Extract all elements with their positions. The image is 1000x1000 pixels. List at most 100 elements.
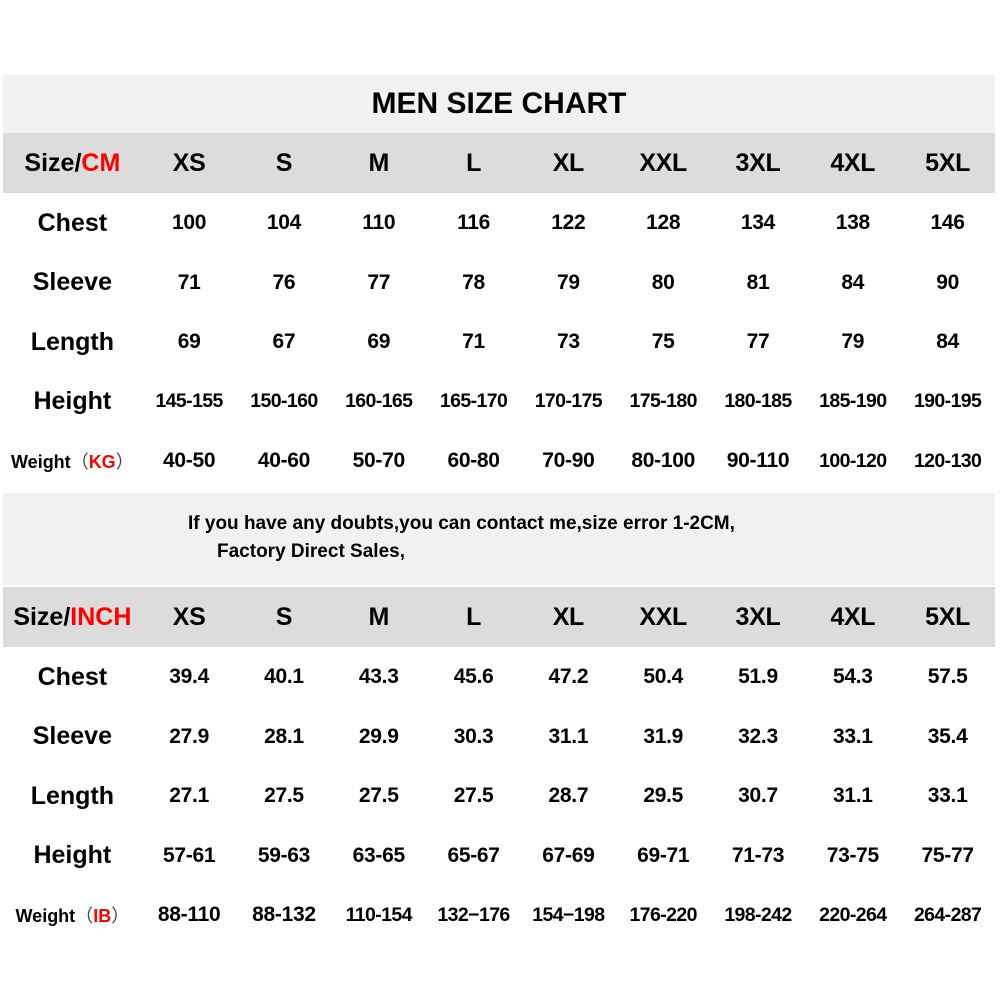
table-cell: 80 bbox=[651, 270, 675, 294]
row-label-text: Chest bbox=[37, 662, 108, 691]
table-cell: 67-69 bbox=[542, 843, 595, 867]
table-cell: 54.3 bbox=[832, 665, 873, 688]
table-cell: 65-67 bbox=[447, 843, 500, 867]
row-label-text: Weight bbox=[11, 452, 71, 473]
size-header-xs: XS bbox=[172, 602, 206, 631]
size-header-4xl: 4XL bbox=[830, 602, 876, 631]
table-cell: 67 bbox=[272, 330, 296, 354]
table-row-height: Height 145-155 150-160 160-165 165-170 170-17… bbox=[3, 372, 995, 432]
table-cell: 63-65 bbox=[352, 843, 406, 867]
size-header-5xl: 5XL bbox=[925, 602, 971, 631]
table-cell: 31.1 bbox=[548, 724, 589, 748]
table-cell: 71-73 bbox=[731, 843, 785, 867]
table-cell: 59-63 bbox=[257, 843, 311, 867]
table-cell: 27.5 bbox=[453, 784, 494, 808]
table-cell: 180-185 bbox=[724, 390, 792, 413]
table-cell: 51.9 bbox=[738, 665, 778, 688]
table-cell: 190-195 bbox=[913, 390, 982, 413]
table-row-length: Length 27.1 27.5 27.5 27.5 28.7 29.5 30.7 31.1 33… bbox=[3, 766, 995, 826]
table-cell: 77 bbox=[367, 270, 391, 294]
table-cell: 28.7 bbox=[548, 784, 589, 808]
note-line-1: If you have any doubts,you can contact m… bbox=[188, 513, 735, 534]
table-cell: 69-71 bbox=[637, 843, 690, 867]
table-row-sleeve: Sleeve 71 76 77 78 79 80 81 84 90 bbox=[3, 253, 995, 313]
table-cell: 45.6 bbox=[453, 665, 494, 688]
paren-close: ） bbox=[111, 906, 130, 927]
table-cell: 73-75 bbox=[826, 843, 880, 867]
table-cell: 104 bbox=[266, 211, 301, 234]
table-cell: 69 bbox=[367, 330, 391, 354]
table-cell: 28.1 bbox=[264, 724, 304, 748]
table-cell: 176-220 bbox=[629, 903, 698, 926]
table-row-weight: Weight（KG） 40-50 40-60 50-70 60-80 70-90 80-10… bbox=[3, 431, 995, 491]
table-cell: 122 bbox=[551, 211, 586, 234]
table-cell: 57-61 bbox=[163, 843, 216, 867]
size-header-xl: XL bbox=[552, 602, 585, 631]
row-label-text: Height bbox=[33, 841, 112, 870]
table-cell: 29.9 bbox=[358, 724, 399, 748]
row-label: Length bbox=[3, 782, 142, 811]
paren-close: ） bbox=[115, 452, 134, 473]
table-cell: 185-190 bbox=[819, 390, 887, 413]
row-label: Length bbox=[3, 328, 142, 357]
table-cell: 170-175 bbox=[534, 390, 603, 413]
header-row: Size/INCH XS S M L XL XXL 3XL 4XL 5XL bbox=[3, 587, 995, 647]
table-cell: 175-180 bbox=[629, 390, 698, 413]
table-cell: 154−198 bbox=[532, 903, 605, 926]
row-label: Weight（IB） bbox=[3, 902, 142, 928]
table-cell: 110 bbox=[362, 211, 396, 234]
table-cell: 27.5 bbox=[358, 784, 399, 808]
table-cell: 31.1 bbox=[832, 784, 873, 808]
table-cell: 40-60 bbox=[257, 449, 311, 473]
table-cell: 100 bbox=[172, 211, 207, 234]
table-cell: 100-120 bbox=[819, 449, 887, 472]
table-cell: 29.5 bbox=[643, 784, 684, 808]
table-cell: 40-50 bbox=[163, 449, 216, 473]
table-row-chest: Chest 39.4 40.1 43.3 45.6 47.2 50.4 51.9 54.3 57.… bbox=[3, 647, 995, 707]
size-unit-header: Size/INCH bbox=[3, 603, 142, 632]
table-cell: 264-287 bbox=[913, 903, 982, 926]
size-header-l: L bbox=[466, 602, 482, 631]
size-unit-header: Size/CM bbox=[3, 149, 142, 178]
size-header-xl: XL bbox=[552, 148, 585, 177]
table-cell: 47.2 bbox=[548, 665, 589, 688]
table-cell: 79 bbox=[841, 330, 865, 354]
table-cell: 165-170 bbox=[439, 390, 508, 413]
table-cell: 75-77 bbox=[921, 843, 975, 867]
table-cell: 50-70 bbox=[352, 449, 406, 473]
table-cell: 134 bbox=[740, 211, 776, 234]
unit-label: INCH bbox=[70, 602, 132, 631]
row-label-text: Length bbox=[30, 781, 115, 810]
weight-unit: KG bbox=[88, 452, 116, 473]
table-cell: 30.3 bbox=[453, 724, 494, 748]
table-cell: 43.3 bbox=[358, 665, 399, 688]
size-header-3xl: 3XL bbox=[735, 602, 781, 631]
table-cell: 88-132 bbox=[252, 903, 316, 927]
table-cell: 33.1 bbox=[832, 724, 873, 748]
size-header-5xl: 5XL bbox=[925, 148, 971, 177]
table-cell: 73 bbox=[556, 330, 580, 354]
size-header-m: M bbox=[368, 602, 390, 631]
table-cell: 110-154 bbox=[345, 903, 413, 926]
paren-open: （ bbox=[75, 906, 94, 927]
table-row-height: Height 57-61 59-63 63-65 65-67 67-69 69-71 71-7… bbox=[3, 826, 995, 886]
table-cell: 160-165 bbox=[345, 390, 413, 413]
table-cell: 76 bbox=[272, 270, 296, 294]
row-label: Chest bbox=[3, 663, 142, 692]
table-cell: 90-110 bbox=[726, 449, 790, 473]
note-banner: If you have any doubts,you can contact m… bbox=[3, 493, 995, 585]
size-header-4xl: 4XL bbox=[830, 148, 876, 177]
row-label: Chest bbox=[3, 209, 142, 238]
table-cell: 32.3 bbox=[738, 724, 778, 748]
table-cell: 116 bbox=[457, 211, 491, 234]
table-cell: 77 bbox=[746, 330, 770, 354]
row-label: Height bbox=[3, 387, 142, 416]
table-cell: 69 bbox=[177, 330, 201, 354]
table-cell: 27.9 bbox=[169, 724, 209, 748]
row-label-text: Chest bbox=[37, 208, 108, 237]
size-header-xxl: XXL bbox=[639, 148, 688, 177]
table-cell: 88-110 bbox=[157, 903, 221, 927]
table-cell: 33.1 bbox=[927, 784, 968, 808]
table-cell: 60-80 bbox=[447, 449, 500, 473]
table-cell: 50.4 bbox=[643, 665, 684, 688]
